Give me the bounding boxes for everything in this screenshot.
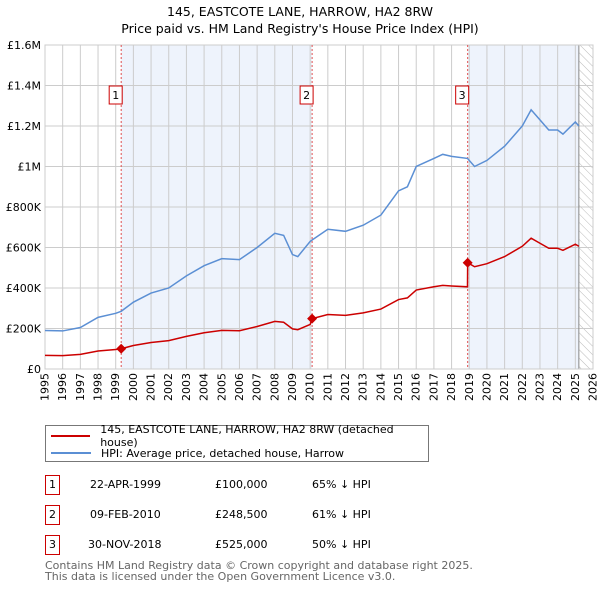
x-tick-label: 2023 bbox=[533, 373, 546, 401]
y-tick-label: £400K bbox=[6, 282, 42, 295]
sale-label-box bbox=[455, 85, 470, 105]
footer-copyright: Contains HM Land Registry data © Crown c… bbox=[45, 559, 473, 572]
sale-date: 09-FEB-2010 bbox=[90, 508, 161, 521]
marker-badge: 1 bbox=[45, 475, 60, 495]
marker-badge: 2 bbox=[45, 505, 60, 525]
y-tick-label: £200K bbox=[6, 323, 42, 336]
x-tick-label: 2012 bbox=[339, 373, 352, 401]
sale-label: 3 bbox=[459, 89, 466, 102]
legend: 145, EASTCOTE LANE, HARROW, HA2 8RW (det… bbox=[45, 423, 429, 462]
sale-date: 30-NOV-2018 bbox=[88, 538, 162, 551]
series-line bbox=[44, 237, 580, 357]
price-chart: 1995 1996 1997 1998 1999 2000 2001 2002 2003 2004… bbox=[6, 39, 600, 401]
x-tick-label: 2011 bbox=[321, 373, 334, 401]
x-tick-label: 2018 bbox=[445, 373, 458, 401]
legend-swatch-red bbox=[51, 435, 91, 437]
x-tick-label: 1996 bbox=[56, 373, 69, 401]
x-tick-label: 2005 bbox=[215, 373, 228, 401]
x-tick-label: 2014 bbox=[374, 373, 387, 401]
x-tick-label: 2013 bbox=[357, 373, 370, 401]
sale-date: 22-APR-1999 bbox=[90, 478, 162, 491]
x-tick-label: 2008 bbox=[268, 373, 281, 401]
legend-label: HPI: Average price, detached house, Harr… bbox=[101, 446, 344, 460]
x-tick-label: 2003 bbox=[180, 373, 193, 401]
x-tick-label: 2019 bbox=[463, 373, 476, 401]
x-tick-label: 2015 bbox=[392, 373, 405, 401]
table-row: 2 09-FEB-2010 £248,500 61% ↓ HPI bbox=[45, 505, 445, 525]
hpi-diff: 50% ↓ HPI bbox=[312, 538, 371, 551]
x-tick-label: 1999 bbox=[109, 373, 122, 401]
marker-badge: 3 bbox=[45, 535, 60, 555]
sale-label: 2 bbox=[303, 89, 310, 102]
footer-licence: This data is licensed under the Open Gov… bbox=[45, 570, 396, 583]
series-line bbox=[44, 108, 580, 332]
x-tick-label: 1998 bbox=[92, 373, 105, 401]
legend-item-hpi: HPI: Average price, detached house, Harr… bbox=[51, 445, 344, 461]
x-tick-label: 1997 bbox=[74, 373, 87, 401]
x-tick-label: 2024 bbox=[551, 373, 564, 401]
x-tick-label: 2004 bbox=[198, 373, 211, 401]
x-tick-label: 2020 bbox=[480, 373, 493, 401]
x-tick-label: 2016 bbox=[410, 373, 423, 401]
sale-label-box bbox=[108, 85, 123, 105]
sale-price: £525,000 bbox=[215, 538, 268, 551]
table-row: 1 22-APR-1999 £100,000 65% ↓ HPI bbox=[45, 475, 445, 495]
legend-label: 145, EASTCOTE LANE, HARROW, HA2 8RW (det… bbox=[100, 423, 394, 449]
chart-subtitle: Price paid vs. HM Land Registry's House … bbox=[121, 21, 479, 36]
sale-point bbox=[462, 257, 473, 268]
x-tick-label: 2009 bbox=[286, 373, 299, 401]
y-tick-label: £0 bbox=[27, 363, 41, 376]
sale-label: 1 bbox=[112, 89, 119, 102]
x-tick-label: 2021 bbox=[498, 373, 511, 401]
x-tick-label: 2002 bbox=[162, 373, 175, 401]
y-tick-label: £1.6M bbox=[7, 39, 41, 52]
x-tick-label: 2025 bbox=[569, 373, 582, 401]
hpi-diff: 65% ↓ HPI bbox=[312, 478, 371, 491]
plot-frame bbox=[44, 44, 594, 370]
x-tick-label: 2007 bbox=[251, 373, 264, 401]
sale-price: £100,000 bbox=[215, 478, 268, 491]
x-tick-label: 2022 bbox=[516, 373, 529, 401]
y-tick-label: £600K bbox=[6, 242, 42, 255]
legend-swatch-blue bbox=[51, 452, 91, 454]
sale-point bbox=[307, 313, 318, 324]
hpi-diff: 61% ↓ HPI bbox=[312, 508, 371, 521]
y-tick-label: £1M bbox=[18, 161, 42, 174]
y-tick-label: £1.4M bbox=[7, 80, 41, 93]
legend-item-property: 145, EASTCOTE LANE, HARROW, HA2 8RW (det… bbox=[51, 423, 428, 449]
y-tick-label: £800K bbox=[6, 201, 42, 214]
x-tick-label: 2026 bbox=[587, 373, 600, 401]
chart-title: 145, EASTCOTE LANE, HARROW, HA2 8RW bbox=[167, 4, 433, 19]
x-tick-label: 2000 bbox=[127, 373, 140, 401]
x-tick-label: 2006 bbox=[233, 373, 246, 401]
table-row: 3 30-NOV-2018 £525,000 50% ↓ HPI bbox=[45, 535, 445, 555]
x-tick-label: 2010 bbox=[304, 373, 317, 401]
sale-price: £248,500 bbox=[215, 508, 268, 521]
sale-point bbox=[116, 343, 127, 354]
x-tick-label: 2001 bbox=[145, 373, 158, 401]
y-tick-label: £1.2M bbox=[7, 120, 41, 133]
x-tick-label: 2017 bbox=[427, 373, 440, 401]
sale-label-box bbox=[299, 85, 314, 105]
x-tick-label: 1995 bbox=[39, 373, 52, 401]
